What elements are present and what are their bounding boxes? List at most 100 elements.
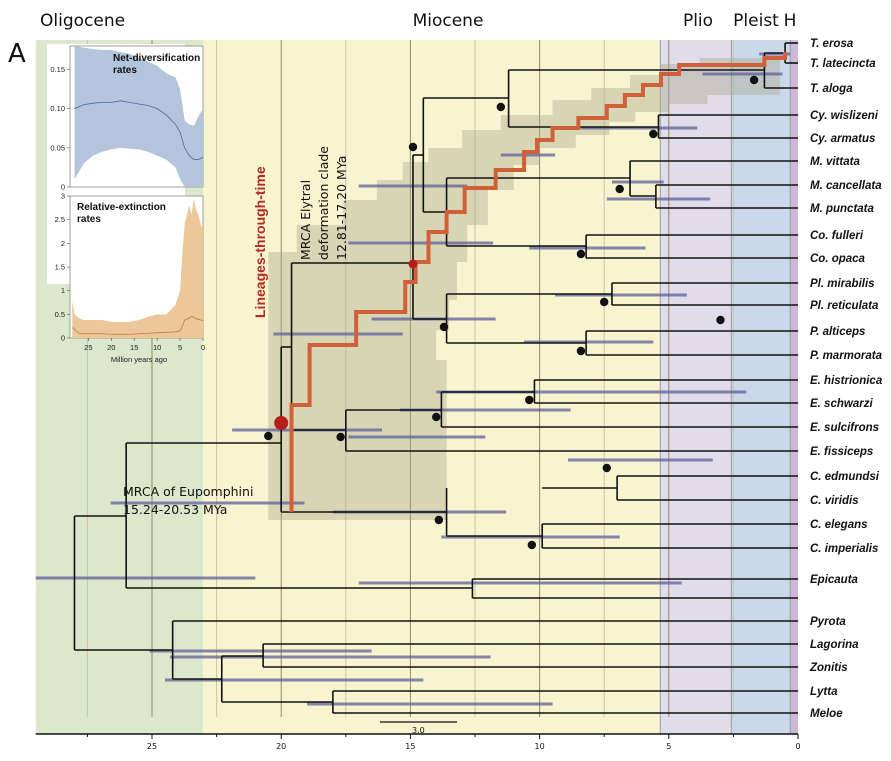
annotation-elytral-line2: deformation clade — [316, 146, 331, 260]
x-tick-label: 15 — [405, 742, 415, 751]
annotation-eupomphini-line1: MRCA of Eupomphini — [123, 484, 253, 499]
scale-bar-label: 3.0 — [412, 726, 425, 735]
net-div-title-line2: rates — [113, 65, 137, 76]
taxon-label: T. latecincta — [810, 58, 876, 70]
inset-y-tick-label: 0 — [61, 183, 65, 192]
node-support-dots — [264, 75, 759, 550]
x-axis: 25 20 15 10 5 0 — [35, 733, 801, 751]
annotation-elytral-line3: 12.81-17.20 MYa — [334, 156, 349, 260]
ltt-label: Lineages-through-time — [252, 166, 268, 318]
epoch-label-pleist: Pleist — [733, 11, 779, 31]
epoch-band-miocene — [202, 40, 661, 734]
taxon-label: M. punctata — [810, 203, 874, 215]
net-diversification-plot: 0 0.05 0.10 0.15 — [50, 45, 204, 192]
taxon-label: C. imperialis — [810, 543, 878, 555]
inset-y-tick-label: 1.5 — [55, 263, 65, 272]
taxon-label: Co. fulleri — [810, 230, 864, 242]
taxon-label: Epicauta — [810, 574, 859, 586]
epoch-band-h — [790, 40, 798, 734]
rel-ext-title-line2: rates — [77, 214, 101, 225]
taxon-label: T. erosa — [810, 38, 854, 50]
x-tick-label: 5 — [666, 742, 671, 751]
ltt-ci-band — [268, 58, 780, 520]
inset-y-tick-label: 0.5 — [55, 310, 65, 319]
epoch-band-plio — [660, 40, 732, 734]
taxon-labels: T. erosa T. latecincta T. aloga Cy. wislize… — [809, 38, 883, 720]
taxon-label: C. edmundsi — [810, 471, 880, 483]
inset-y-tick-label: 0.10 — [50, 104, 65, 113]
inset-y-tick-label: 2 — [61, 239, 65, 248]
panel-letter: A — [8, 39, 26, 69]
taxon-label: Cy. wislizeni — [810, 110, 879, 122]
support-dot — [600, 297, 609, 307]
inset-y-tick-label: 2.5 — [55, 215, 65, 224]
ltt-curve — [289, 52, 788, 512]
ltt-step-line — [289, 52, 788, 512]
inset-y-tick-label: 0.15 — [50, 65, 65, 74]
time-gridlines — [86, 40, 734, 717]
inset-x-tick-label: 15 — [130, 343, 138, 352]
inset-x-tick-label: 10 — [153, 343, 161, 352]
support-dot — [576, 346, 586, 356]
inset-x-tick-label: 0 — [201, 343, 205, 352]
support-dot — [576, 249, 586, 259]
x-tick-label: 20 — [276, 742, 286, 751]
taxon-label: Co. opaca — [810, 253, 866, 265]
ltt-confidence-band — [268, 58, 780, 520]
epoch-label-plio: Plio — [683, 11, 713, 31]
inset-y-tick-label: 0 — [61, 334, 65, 343]
support-dot — [749, 75, 759, 85]
taxon-label: Cy. armatus — [810, 133, 875, 145]
epoch-label-miocene: Miocene — [413, 11, 484, 31]
taxon-label: M. vittata — [810, 156, 860, 168]
support-dot — [434, 515, 444, 525]
rates-inset: 0 0.05 0.10 0.15 0 0.5 1 1.5 2 2.5 3 25 20 15 10 5 0 Ne… — [47, 44, 205, 364]
mrca-eupomphini-dot — [274, 416, 289, 430]
scale-bar: 3.0 — [380, 721, 457, 735]
taxon-label: P. alticeps — [810, 326, 865, 338]
epoch-label-oligocene: Oligocene — [40, 11, 125, 31]
inset-x-tick-label: 20 — [107, 343, 115, 352]
annotation-elytral-line1: MRCA Elytral — [298, 180, 313, 260]
taxon-label: C. viridis — [810, 495, 859, 507]
taxon-label: E. fissiceps — [810, 446, 873, 458]
support-dot — [716, 315, 725, 325]
x-tick-label: 25 — [147, 742, 157, 751]
taxon-label: Pl. mirabilis — [810, 278, 875, 290]
epoch-label-h: H — [784, 11, 797, 31]
inset-y-tick-label: 1 — [61, 286, 65, 295]
x-tick-label: 10 — [535, 742, 545, 751]
taxon-label: M. cancellata — [810, 180, 882, 192]
taxon-label: E. histrionica — [810, 375, 883, 387]
inset-y-tick-label: 3 — [61, 192, 65, 201]
taxon-label: Meloe — [810, 708, 843, 720]
support-dot — [264, 431, 273, 441]
taxon-label: E. schwarzi — [810, 398, 873, 410]
ltt-label-text: Lineages-through-time — [252, 166, 268, 318]
inset-median-line — [72, 316, 204, 335]
mrca-elytral-dot — [408, 259, 418, 269]
taxon-label: Pl. reticulata — [810, 300, 879, 312]
support-dot — [432, 412, 441, 422]
taxon-label: T. aloga — [810, 83, 853, 95]
inset-median-line — [74, 100, 204, 160]
annotation-elytral: MRCA Elytral deformation clade 12.81-17.… — [298, 146, 349, 260]
inset-xlabel: Million years ago — [111, 355, 167, 364]
taxon-label: Pyrota — [810, 616, 846, 628]
rel-ext-title-line1: Relative-extinction — [77, 202, 166, 213]
support-dot — [527, 540, 537, 550]
relative-extinction-plot: 0 0.5 1 1.5 2 2.5 3 25 20 15 10 5 0 — [55, 192, 206, 353]
x-tick-label: 0 — [795, 742, 800, 751]
support-dot — [615, 184, 624, 194]
support-dot — [439, 322, 449, 332]
taxon-label: E. sulcifrons — [810, 422, 879, 434]
epoch-band-pleist — [731, 40, 791, 734]
taxon-label: Zonitis — [809, 662, 848, 674]
net-div-title-line1: Net-diversification — [113, 53, 200, 64]
support-dot — [496, 102, 506, 112]
support-dot — [525, 395, 534, 405]
support-dot — [336, 432, 345, 442]
inset-rate-band — [74, 46, 203, 187]
taxon-label: P. marmorata — [810, 350, 883, 362]
